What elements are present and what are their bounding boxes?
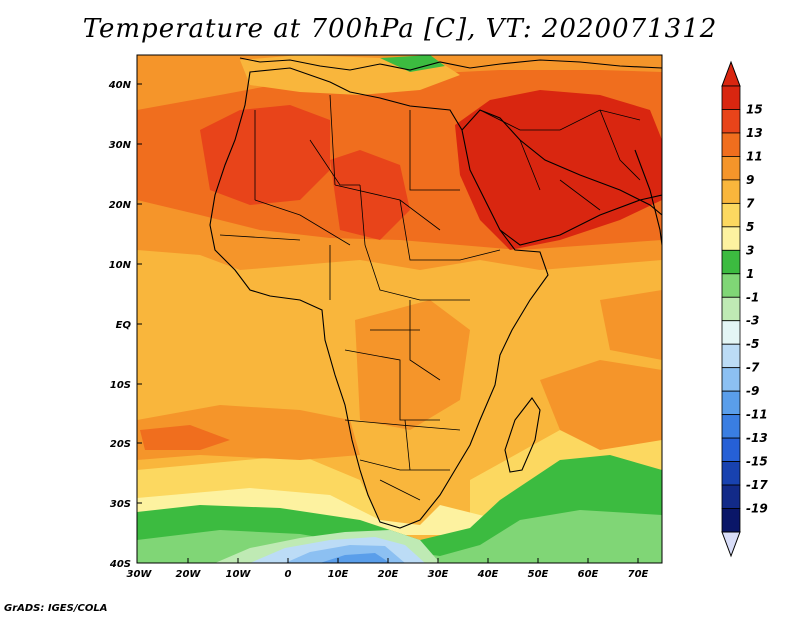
colorbar-label: -9 (746, 384, 759, 398)
lon-label-30e: 30E (428, 569, 449, 580)
colorbar-segment (721, 85, 741, 110)
coastlines (209, 57, 662, 529)
colorbar-top-arrow (721, 60, 741, 87)
lon-label-10e: 10E (328, 569, 349, 580)
lon-label-40e: 40E (477, 569, 499, 580)
colorbar-segment (721, 414, 741, 439)
lat-label-eq: EQ (116, 320, 132, 331)
colorbar-label: -11 (746, 408, 768, 422)
country-borders (219, 94, 641, 501)
colorbar-segment (721, 367, 741, 392)
lon-label-20w: 20W (176, 569, 202, 580)
colorbar-label: -5 (746, 337, 759, 351)
colorbar-label: 5 (746, 220, 754, 234)
colorbar-segment (721, 508, 741, 533)
india-coastline (634, 149, 662, 246)
colorbar-segment (721, 109, 741, 134)
colorbar-segment (721, 202, 741, 228)
borders-central-africa (329, 199, 501, 421)
field-hottest-arabia (455, 90, 662, 250)
colorbar-segment (721, 179, 741, 204)
colorbar-segment (721, 226, 741, 251)
temperature-field (137, 55, 662, 563)
map-ticks (136, 83, 639, 563)
lon-label-10w: 10W (226, 569, 252, 580)
lon-label-0: 0 (285, 569, 292, 580)
lat-label-10n: 10N (109, 260, 132, 271)
lat-label-20n: 20N (109, 200, 132, 211)
field-warm-east-indian (600, 290, 662, 360)
lat-label-20s: 20S (110, 439, 131, 450)
madagascar-coastline (504, 397, 541, 473)
colorbar-label: 7 (746, 196, 755, 210)
field-hot-patch-atlantic (140, 425, 230, 450)
colorbar: 15 13 11 9 7 5 3 1 -1 -3 -5 -7 -9 -11 -13 -15 -17 -19 (721, 60, 768, 558)
field-hottest-central-sahara (330, 150, 410, 240)
latitude-labels: 40N 30N 20N 10N EQ 10S 20S 30S 40S (108, 80, 132, 570)
field-warm-central-africa (355, 300, 470, 430)
colorbar-segment (721, 437, 741, 462)
colorbar-label: -7 (746, 361, 760, 375)
field-green-aegean (380, 55, 445, 72)
europe-coastline (239, 57, 662, 71)
credit-label: GrADS: IGES/COLA (4, 603, 108, 614)
colorbar-label: 9 (746, 173, 754, 187)
colorbar-label: -13 (746, 431, 768, 445)
colorbar-label: 13 (746, 126, 763, 140)
colorbar-label: -19 (746, 502, 768, 516)
colorbar-label: 15 (746, 102, 763, 116)
colorbar-segment (721, 273, 741, 298)
colorbar-segment (721, 343, 741, 369)
colorbar-labels: 15 13 11 9 7 5 3 1 -1 -3 -5 -7 -9 -11 -13 -15 -17 -19 (746, 102, 768, 515)
field-hottest-sahara (200, 105, 330, 205)
lat-label-40n: 40N (108, 80, 132, 91)
colorbar-label: -15 (746, 455, 768, 469)
lat-label-10s: 10S (110, 380, 131, 391)
lat-label-30n: 30N (109, 140, 132, 151)
colorbar-segment (721, 320, 741, 345)
lon-label-50e: 50E (528, 569, 549, 580)
lon-label-70e: 70E (628, 569, 649, 580)
lat-label-40s: 40S (109, 559, 131, 570)
longitude-labels: 30W 20W 10W 0 10E 20E 30E 40E 50E 60E 70… (127, 569, 649, 580)
borders-middle-east (479, 109, 641, 211)
lon-label-60e: 60E (578, 569, 599, 580)
colorbar-segment (721, 132, 741, 157)
colorbar-label: -17 (746, 478, 768, 492)
lon-label-30w: 30W (127, 569, 153, 580)
colorbar-bottom-arrow (721, 531, 741, 558)
colorbar-segment (721, 156, 741, 181)
lon-label-20e: 20E (378, 569, 399, 580)
colorbar-segments (721, 85, 741, 533)
colorbar-label: 1 (746, 267, 754, 281)
colorbar-segment (721, 249, 741, 275)
colorbar-label: 3 (746, 243, 754, 257)
map-frame (136, 54, 663, 564)
lat-label-30s: 30S (110, 499, 131, 510)
colorbar-segment (721, 296, 741, 322)
borders-southern-africa (344, 419, 461, 501)
map-title: Temperature at 700hPa [C], VT: 202007131… (82, 14, 718, 44)
arabia-coastline (461, 109, 662, 246)
colorbar-segment (721, 484, 741, 509)
colorbar-label: -3 (746, 314, 759, 328)
colorbar-label: 11 (746, 149, 763, 163)
colorbar-segment (721, 390, 741, 416)
field-warm-indian (540, 360, 662, 450)
colorbar-segment (721, 461, 741, 486)
colorbar-label: -1 (746, 290, 759, 304)
